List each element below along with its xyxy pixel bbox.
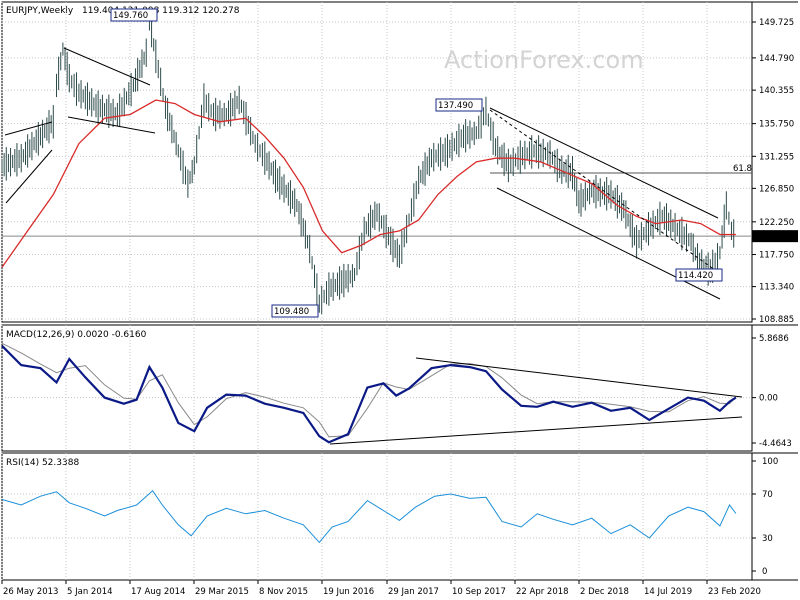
peak-label: 149.760	[113, 11, 148, 21]
moving-average-line	[1, 99, 736, 268]
date-tick-label: 2 Dec 2018	[580, 587, 629, 597]
current-price-box	[752, 230, 798, 243]
ohlc-label: 119.404 121.098 119.312 120.278	[82, 6, 240, 16]
channel-line	[63, 47, 151, 86]
price-tick-label: 117.750	[759, 251, 794, 261]
channel-line	[5, 149, 53, 204]
current-price-label: 120.278	[756, 232, 791, 242]
date-tick-label: 10 Sep 2017	[452, 587, 506, 597]
rsi-tick-label: 100	[762, 457, 778, 467]
channel-dashed-line	[489, 109, 723, 276]
macd-tick-label: -4.4643	[759, 439, 792, 449]
macd-pane-frame	[1, 324, 753, 452]
rsi-tick-label: 30	[762, 534, 773, 544]
rsi-label: RSI(14) 52.3388	[6, 458, 79, 468]
date-tick-label: 19 Jun 2016	[323, 587, 374, 597]
price-tick-label: 140.355	[759, 86, 794, 96]
macd-tick-label: 0.00	[759, 394, 778, 404]
price-tick-label: 144.790	[759, 54, 794, 64]
price-bars	[1, 12, 735, 315]
date-tick-label: 22 Apr 2018	[516, 587, 569, 597]
symbol-label: EURJPY,Weekly	[6, 6, 74, 16]
date-tick-label: 8 Nov 2015	[259, 587, 308, 597]
date-tick-label: 14 Jul 2019	[644, 587, 692, 597]
peak-label-box	[271, 304, 319, 318]
price-tick-label: 149.725	[759, 18, 794, 28]
channel-line	[489, 107, 719, 219]
date-tick-label: 23 Feb 2020	[708, 587, 761, 597]
macd-trendline	[329, 416, 743, 445]
peak-label-box	[110, 8, 158, 22]
price-tick-label: 113.340	[759, 283, 794, 293]
macd-label: MACD(12,26,9) 0.0020 -0.6160	[6, 330, 147, 340]
macd-trendline	[415, 357, 743, 398]
fib-label: 61.8	[733, 164, 752, 174]
rsi-tick-label: 70	[762, 490, 773, 500]
price-tick-label: 131.255	[759, 152, 794, 162]
price-tick-label: 108.885	[759, 315, 794, 325]
date-tick-label: 17 Aug 2014	[131, 587, 185, 597]
rsi-tick-label: 0	[762, 567, 767, 577]
macd-signal-line	[1, 342, 737, 438]
macd-line	[1, 345, 737, 444]
rsi-pane-frame	[1, 452, 753, 581]
peak-label: 114.420	[678, 271, 713, 281]
macd-tick-label: 5.8686	[759, 334, 789, 344]
date-tick-label: 29 Jan 2017	[388, 587, 439, 597]
channel-line	[4, 121, 53, 136]
watermark: ActionForex.com	[444, 46, 644, 74]
peak-label-box	[675, 268, 723, 282]
date-tick-label: 26 May 2013	[3, 587, 58, 597]
peak-label-box	[435, 98, 483, 112]
date-tick-label: 29 Mar 2015	[195, 587, 249, 597]
price-tick-label: 135.750	[759, 120, 794, 130]
channel-line	[67, 116, 156, 134]
peak-label: 109.480	[274, 307, 309, 317]
date-tick-label: 5 Jan 2014	[67, 587, 113, 597]
rsi-line	[1, 489, 737, 544]
price-tick-label: 122.250	[759, 218, 794, 228]
peak-label: 137.490	[438, 101, 473, 111]
price-tick-label: 126.850	[759, 184, 794, 194]
